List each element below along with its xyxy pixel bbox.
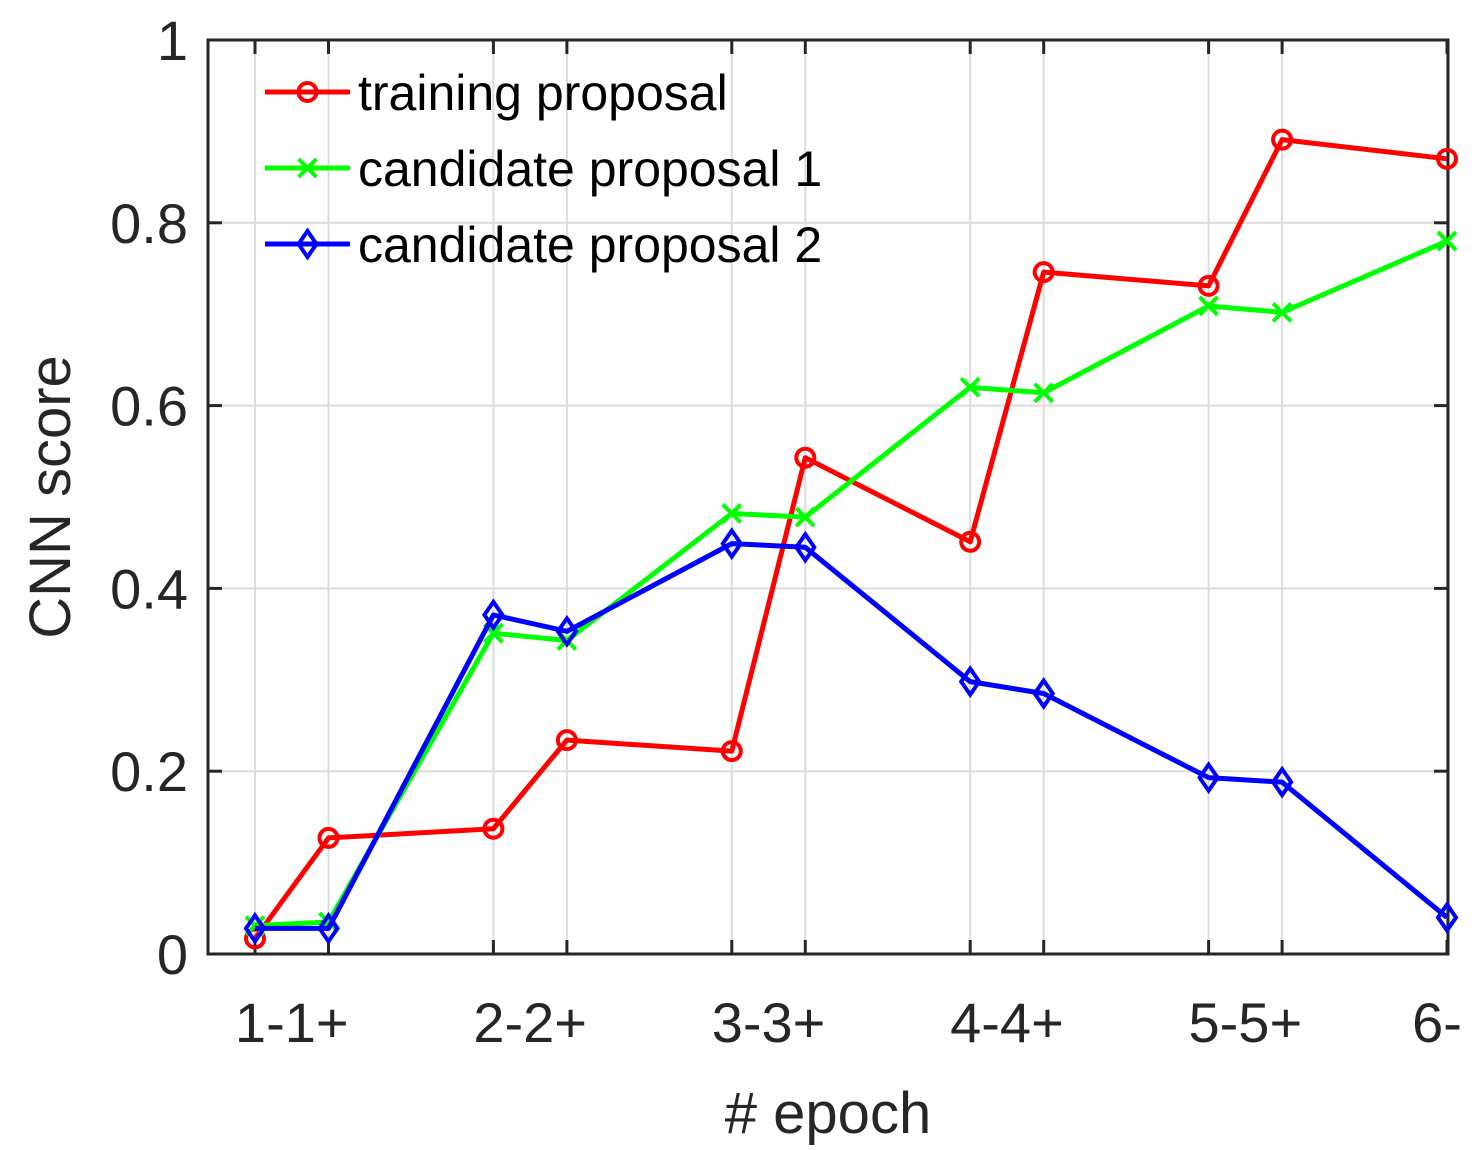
data-point-circle [296, 81, 319, 103]
legend-item-2: candidate proposal 1 [265, 141, 822, 197]
data-point-x [297, 157, 318, 179]
data-point-x [1033, 382, 1055, 404]
data-point-diamond [296, 227, 319, 261]
series-3 [243, 527, 1459, 945]
x-tick-label: 4-4+ [950, 991, 1064, 1054]
data-point-diamond [317, 911, 340, 945]
y-tick-label: 0.4 [110, 557, 188, 620]
data-point-x [959, 376, 981, 398]
data-point-circle [1271, 128, 1294, 151]
data-point-x [1198, 295, 1220, 317]
y-tick-label: 0.6 [110, 375, 188, 438]
x-tick-label: 6- [1412, 991, 1462, 1054]
x-tick-label: 2-2+ [473, 991, 587, 1054]
legend-label: candidate proposal 2 [358, 217, 822, 273]
series-line [255, 541, 1449, 931]
y-tick-label: 0.8 [110, 192, 188, 255]
y-axis-label: CNN score [18, 355, 83, 639]
data-point-diamond [720, 527, 744, 561]
y-tick-label: 1 [157, 9, 188, 72]
data-point-x [721, 503, 743, 524]
data-point-circle [1436, 147, 1458, 170]
series-line [252, 137, 1448, 940]
data-point-diamond [481, 598, 505, 632]
tick-labels: 0 0.2 0.4 0.6 0.8 1 1-1+ 2-2+ 3-3+ 4-4+ 5-5+ 6- [110, 9, 1462, 1054]
data-point-circle [555, 729, 578, 752]
x-axis-label: # epoch [725, 1081, 931, 1146]
x-tick-label: 3-3+ [712, 991, 826, 1054]
legend-item-3: candidate proposal 2 [265, 217, 822, 273]
legend-label: candidate proposal 1 [358, 141, 822, 197]
data-point-diamond [1197, 761, 1221, 795]
data-point-circle [482, 817, 505, 840]
data-point-diamond [793, 530, 817, 564]
data-point-diamond [1435, 900, 1459, 934]
data-point-circle [1197, 274, 1220, 297]
data-point-diamond [555, 614, 579, 648]
data-point-diamond [1032, 676, 1056, 711]
y-tick-label: 0.2 [110, 740, 188, 803]
data-point-diamond [1270, 765, 1294, 799]
x-tick-label: 5-5+ [1189, 991, 1303, 1054]
data-point-x [1436, 230, 1458, 252]
data-series [243, 128, 1459, 950]
data-point-x [794, 506, 816, 528]
y-tick-label: 0 [157, 923, 188, 986]
legend-item-1: training proposal [265, 65, 728, 121]
data-point-circle [1032, 261, 1055, 284]
data-point-diamond [243, 911, 267, 945]
x-tick-label: 1-1+ [235, 991, 349, 1054]
legend-label: training proposal [358, 65, 728, 121]
series-1 [244, 128, 1458, 950]
data-point-circle [959, 530, 982, 553]
data-point-circle [794, 446, 817, 469]
data-point-circle [317, 826, 340, 849]
data-point-diamond [958, 665, 982, 699]
plot-area-frame [206, 38, 1450, 956]
data-point-circle [720, 740, 743, 763]
data-point-x [1271, 301, 1293, 323]
legend: training proposal candidate proposal 1 can… [265, 65, 822, 273]
